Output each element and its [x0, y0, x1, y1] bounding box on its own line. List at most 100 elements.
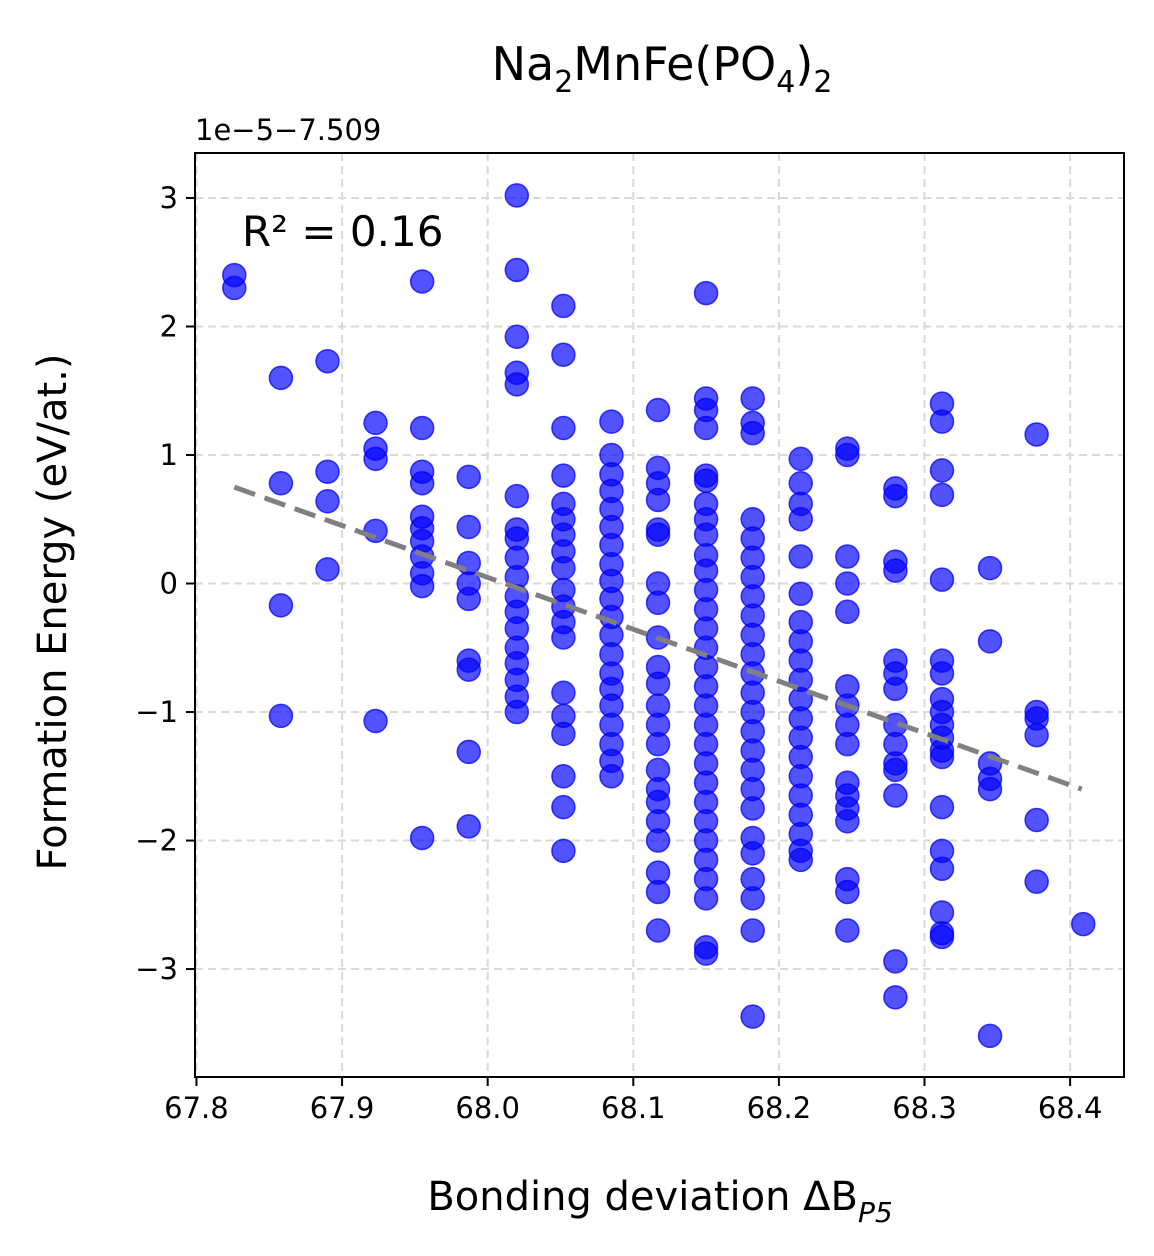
data-point	[929, 409, 955, 434]
data-point	[740, 420, 765, 446]
plot-frame	[194, 152, 1125, 1078]
y-tick-label: −3	[135, 952, 178, 986]
data-point	[740, 918, 765, 943]
data-point	[551, 555, 576, 581]
data-point	[929, 794, 955, 820]
x-tick-label: 68.2	[747, 1091, 812, 1125]
data-point	[883, 676, 908, 702]
data-point	[740, 386, 765, 411]
y-tick-label: 2	[160, 309, 178, 343]
data-point	[363, 708, 388, 734]
data-point	[1024, 869, 1049, 894]
data-point	[363, 518, 388, 544]
x-tick-label: 68.0	[455, 1091, 520, 1125]
data-point	[645, 879, 671, 905]
data-point	[788, 847, 813, 873]
data-point	[835, 599, 860, 625]
data-point	[835, 809, 860, 834]
y-tick-label: −2	[135, 824, 178, 858]
data-point	[1024, 722, 1049, 748]
y-axis-label: Formation Energy (eV/at.)	[30, 354, 76, 871]
data-point	[551, 463, 576, 488]
data-point	[740, 1004, 765, 1029]
data-point	[645, 522, 671, 547]
data-point	[693, 886, 719, 911]
data-point	[693, 280, 719, 306]
data-point	[645, 828, 671, 853]
y-tick-label: 0	[160, 567, 178, 601]
data-point	[1024, 807, 1049, 833]
data-point	[693, 941, 719, 966]
data-point	[883, 783, 908, 808]
x-tick-label: 68.3	[892, 1091, 957, 1125]
data-point	[456, 514, 481, 540]
x-axis-ticks: 67.8 67.9 68.0 68.1 68.2 68.3 68.4	[164, 1077, 1102, 1125]
trend-line	[233, 484, 1083, 792]
data-point	[551, 794, 576, 820]
data-point	[740, 841, 765, 866]
data-point	[456, 814, 481, 839]
data-point	[788, 471, 813, 496]
data-point	[835, 879, 860, 905]
data-point	[835, 731, 860, 757]
x-axis-label: Bonding deviation ΔBP5	[427, 1174, 892, 1229]
r-squared-annotation: R² = 0.16	[242, 207, 443, 256]
data-point	[977, 629, 1003, 654]
data-point	[929, 482, 955, 508]
y-axis-ticks: −3 −2 −1 0 1 2 3	[135, 181, 195, 986]
data-point	[740, 796, 765, 821]
data-point	[645, 590, 671, 616]
data-point	[409, 471, 435, 496]
data-point	[929, 567, 955, 592]
data-point	[929, 900, 955, 925]
data-point	[693, 468, 719, 493]
data-point	[883, 757, 908, 783]
data-point	[363, 446, 388, 472]
data-point	[883, 483, 908, 509]
data-point	[645, 918, 671, 943]
data-point	[504, 372, 530, 397]
scatter-points	[222, 183, 1096, 1049]
data-point	[835, 571, 860, 596]
data-point	[551, 415, 576, 441]
data-point	[929, 458, 955, 483]
data-point	[835, 544, 860, 569]
data-point	[456, 657, 481, 682]
data-point	[929, 661, 955, 686]
data-point	[456, 586, 481, 612]
data-point	[222, 275, 247, 301]
data-point	[645, 487, 671, 513]
data-point	[835, 442, 860, 468]
data-point	[599, 409, 624, 434]
data-point	[315, 489, 340, 514]
data-point	[929, 924, 955, 950]
data-point	[551, 764, 576, 789]
data-point	[788, 544, 813, 569]
data-point	[645, 671, 671, 697]
data-point	[456, 739, 481, 765]
data-point	[268, 365, 294, 391]
data-point	[645, 397, 671, 423]
data-point	[740, 886, 765, 911]
data-point	[645, 731, 671, 757]
data-point	[551, 293, 576, 319]
data-point	[693, 415, 719, 441]
data-point	[977, 555, 1003, 581]
data-point	[551, 721, 576, 747]
data-point	[551, 838, 576, 864]
data-point	[788, 507, 813, 532]
data-point	[409, 415, 435, 441]
data-point	[883, 985, 908, 1010]
grid-lines	[195, 153, 1124, 1077]
chart-title: Na2MnFe(PO4)2	[492, 37, 833, 100]
data-point	[551, 680, 576, 705]
axis-offset-text: 1e−5−7.509	[195, 113, 381, 147]
data-point	[883, 949, 908, 974]
data-point	[504, 257, 530, 283]
x-tick-label: 67.9	[310, 1091, 375, 1125]
data-point	[883, 558, 908, 583]
data-point	[268, 471, 294, 496]
data-point	[409, 269, 435, 294]
data-point	[929, 856, 955, 882]
